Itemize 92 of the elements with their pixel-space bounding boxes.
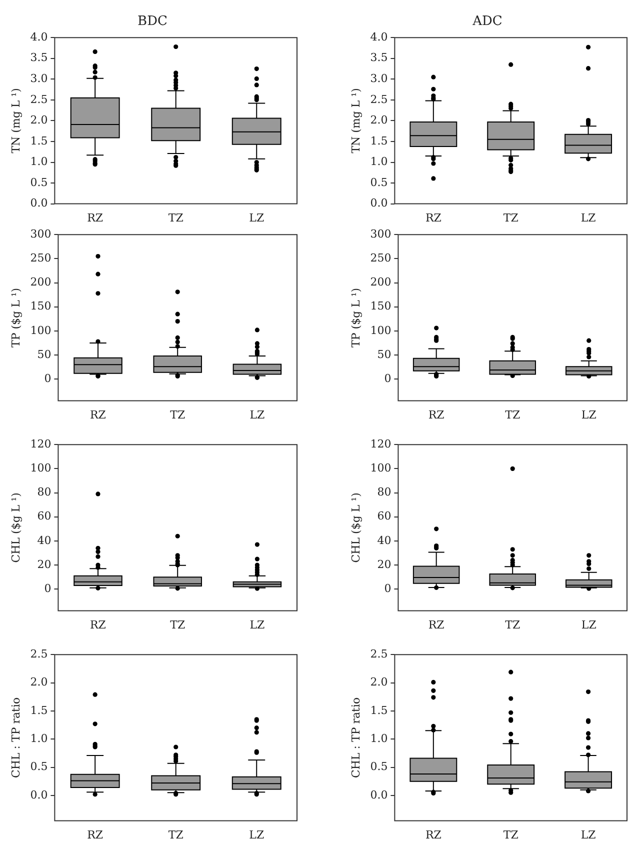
y-tick-label: 60 — [37, 510, 52, 523]
y-tick-label: 0 — [384, 372, 392, 385]
x-tick-label: TZ — [170, 618, 186, 632]
y-tick-label: 0.5 — [30, 176, 48, 189]
x-tick-label: RZ — [87, 211, 104, 224]
y-tick-label: 60 — [377, 510, 392, 523]
y-tick-label: 0 — [384, 582, 392, 595]
y-tick-label: 150 — [370, 300, 392, 313]
x-tick-label: RZ — [90, 408, 106, 422]
y-axis-title: CHL ($g L ¹) — [9, 492, 22, 563]
y-tick-label: 20 — [37, 558, 52, 571]
x-tick-label: TZ — [503, 828, 519, 842]
y-tick-label: 0.5 — [370, 760, 388, 774]
x-tick-label: RZ — [428, 408, 445, 422]
x-tick-label: TZ — [168, 211, 184, 224]
y-tick-label: 1.0 — [370, 732, 388, 745]
y-axis-title: TP ($g L ¹) — [9, 288, 22, 348]
y-tick-label: 3.0 — [30, 72, 48, 86]
y-tick-label: 2.0 — [370, 676, 388, 689]
x-tick-label: RZ — [428, 618, 445, 632]
chart-title: ADC — [472, 14, 502, 30]
y-axis-title: TP ($g L ¹) — [349, 288, 362, 348]
x-tick-label: LZ — [580, 828, 596, 842]
y-tick-label: 0.0 — [30, 788, 48, 802]
y-tick-label: 100 — [370, 462, 392, 475]
y-tick-label: 1.0 — [30, 155, 48, 168]
y-tick-label: 120 — [30, 437, 52, 450]
y-tick-label: 50 — [37, 348, 52, 361]
y-axis-title: CHL : TP ratio — [9, 697, 22, 778]
y-tick-label: 1.5 — [370, 704, 388, 717]
y-axis-title: CHL : TP ratio — [349, 697, 362, 778]
x-tick-label: TZ — [505, 408, 520, 422]
x-tick-label: TZ — [170, 408, 186, 422]
y-tick-label: 1.0 — [370, 155, 388, 168]
y-tick-label: 2.0 — [370, 114, 388, 127]
chart-title: BDC — [138, 14, 168, 30]
y-tick-label: 100 — [30, 462, 52, 475]
y-tick-label: 3.5 — [30, 51, 48, 64]
y-tick-label: 2.5 — [30, 647, 48, 660]
x-tick-label: LZ — [581, 408, 597, 422]
y-tick-label: 4.0 — [370, 30, 388, 44]
y-tick-label: 0.5 — [30, 760, 48, 774]
y-tick-label: 2.0 — [30, 676, 48, 689]
x-tick-label: TZ — [503, 211, 519, 224]
y-tick-label: 250 — [30, 252, 52, 265]
y-tick-label: 200 — [370, 276, 392, 289]
y-tick-label: 2.0 — [30, 114, 48, 127]
y-tick-label: 100 — [370, 324, 392, 337]
y-tick-label: 250 — [370, 252, 392, 265]
y-tick-label: 20 — [377, 558, 392, 571]
y-tick-label: 2.5 — [370, 92, 388, 106]
x-tick-label: LZ — [580, 211, 596, 224]
y-tick-label: 1.5 — [370, 134, 388, 148]
y-tick-label: 4.0 — [30, 30, 48, 44]
y-axis-title: CHL ($g L ¹) — [349, 492, 362, 563]
y-tick-label: 300 — [30, 227, 52, 240]
y-tick-label: 2.5 — [370, 647, 388, 660]
y-axis-title: TN (mg L ¹) — [9, 88, 22, 154]
x-tick-label: RZ — [87, 828, 104, 842]
x-tick-label: LZ — [249, 828, 264, 842]
y-tick-label: 3.5 — [370, 51, 388, 64]
y-tick-label: 1.5 — [30, 704, 48, 717]
x-tick-label: LZ — [250, 618, 266, 632]
y-tick-label: 1.0 — [30, 732, 48, 745]
y-tick-label: 120 — [370, 437, 392, 450]
y-tick-label: 0.5 — [370, 176, 388, 189]
x-tick-label: RZ — [425, 211, 442, 224]
y-tick-label: 80 — [377, 486, 392, 499]
y-tick-label: 150 — [30, 300, 52, 313]
x-tick-label: TZ — [168, 828, 184, 842]
x-tick-label: LZ — [249, 211, 264, 224]
y-tick-label: 200 — [30, 276, 52, 289]
y-axis-title: TN (mg L ¹) — [349, 88, 362, 154]
y-tick-label: 300 — [370, 227, 392, 240]
x-tick-label: RZ — [90, 618, 106, 632]
y-tick-label: 3.0 — [370, 72, 388, 86]
y-tick-label: 50 — [377, 348, 392, 361]
x-tick-label: RZ — [425, 828, 442, 842]
y-tick-label: 2.5 — [30, 92, 48, 106]
y-tick-label: 40 — [377, 534, 392, 547]
y-tick-label: 0.0 — [370, 196, 388, 210]
x-tick-label: LZ — [250, 408, 266, 422]
x-tick-label: LZ — [581, 618, 597, 632]
y-tick-label: 0.0 — [370, 788, 388, 802]
y-tick-label: 0.0 — [30, 196, 48, 210]
y-tick-label: 0 — [44, 372, 52, 385]
x-tick-label: TZ — [505, 618, 520, 632]
y-tick-label: 40 — [37, 534, 52, 547]
y-tick-label: 100 — [30, 324, 52, 337]
y-tick-label: 80 — [37, 486, 52, 499]
y-tick-label: 0 — [44, 582, 52, 595]
y-tick-label: 1.5 — [30, 134, 48, 148]
